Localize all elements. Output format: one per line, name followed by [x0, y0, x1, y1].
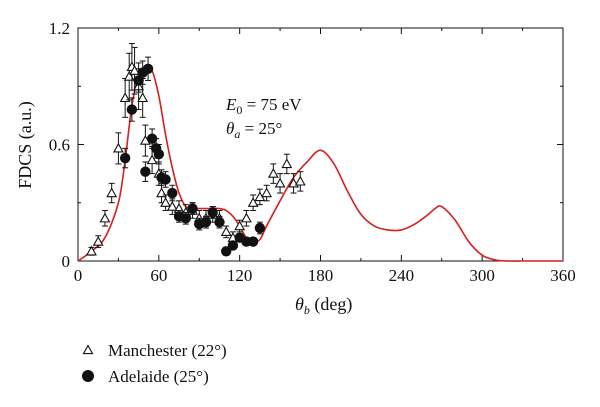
x-tick-label-0: 0 [74, 266, 83, 285]
x-axis-title: θb (deg) [295, 294, 352, 317]
x-tick-label-5: 300 [469, 266, 495, 285]
theory-line [77, 66, 563, 262]
x-tick-label-4: 240 [389, 266, 415, 285]
x-tick-label-2: 120 [227, 266, 253, 285]
x-tick-label-6: 360 [550, 266, 576, 285]
manchester-point-12 [146, 154, 158, 165]
adelaide-point-1 [126, 104, 138, 115]
legend: Manchester (22°) Adelaide (25°) [82, 341, 227, 386]
adelaide-point-8 [153, 149, 165, 160]
y-tick-label-2: 1.2 [49, 19, 70, 38]
y-tick-label-1: 0.6 [49, 136, 70, 155]
adelaide-point-6 [146, 133, 158, 144]
legend-circle-symbol [82, 370, 94, 382]
legend-symbol-manchester [82, 344, 94, 355]
manchester-point-24 [220, 226, 232, 237]
manchester-point-32 [274, 177, 286, 188]
adelaide-point-10 [160, 174, 171, 185]
axis-ticks [77, 27, 564, 262]
adelaide-point-11 [167, 187, 178, 199]
legend-label-manchester: Manchester (22°) [108, 341, 227, 360]
x-tick-label-3: 180 [308, 266, 334, 285]
manchester-point-27 [240, 212, 252, 223]
manchester-point-31 [267, 167, 279, 178]
plot-area [77, 27, 564, 262]
y-axis-title: FDCS (a.u.) [15, 101, 36, 189]
adelaide-point-19 [220, 246, 232, 257]
manchester-point-16 [166, 201, 178, 211]
adelaide-point-20 [227, 240, 239, 251]
annotation-energy: E0 = 75 eV [225, 95, 302, 117]
adelaide-point-23 [247, 236, 259, 247]
adelaide-point-18 [214, 216, 225, 228]
adelaide-point-0 [119, 152, 131, 164]
manchester-point-1 [92, 235, 104, 246]
adelaide-point-2 [133, 75, 144, 86]
manchester-point-10 [137, 92, 149, 103]
manchester-point-30 [261, 187, 273, 198]
adelaide-point-24 [254, 222, 266, 234]
theory-curve [77, 66, 563, 262]
manchester-point-4 [112, 142, 124, 153]
tick-labels: 0 60 120 180 240 300 360 0 0.6 1.2 [49, 19, 576, 285]
adelaide-point-4 [140, 166, 151, 177]
adelaide-point-17 [207, 207, 218, 218]
legend-triangle-symbol [82, 344, 94, 355]
manchester-point-15 [160, 197, 172, 207]
adelaide-point-13 [180, 213, 191, 224]
adelaide-point-16 [200, 216, 212, 228]
manchester-point-35 [294, 175, 306, 186]
legend-symbol-adelaide [82, 370, 94, 382]
x-tick-label-1: 60 [150, 266, 167, 285]
manchester-point-33 [281, 158, 293, 169]
adelaide-series [119, 56, 266, 257]
plot-frame [77, 27, 564, 262]
adelaide-point-14 [187, 203, 198, 214]
manchester-point-3 [106, 187, 118, 198]
annotation-theta-a: θa = 25° [226, 119, 282, 141]
manchester-point-0 [86, 245, 97, 256]
adelaide-point-5 [142, 63, 154, 74]
manchester-point-2 [99, 212, 111, 223]
legend-label-adelaide: Adelaide (25°) [108, 367, 209, 386]
y-tick-label-0: 0 [62, 252, 71, 271]
manchester-point-28 [247, 197, 259, 207]
manchester-point-26 [234, 220, 246, 231]
manchester-point-8 [129, 65, 141, 75]
